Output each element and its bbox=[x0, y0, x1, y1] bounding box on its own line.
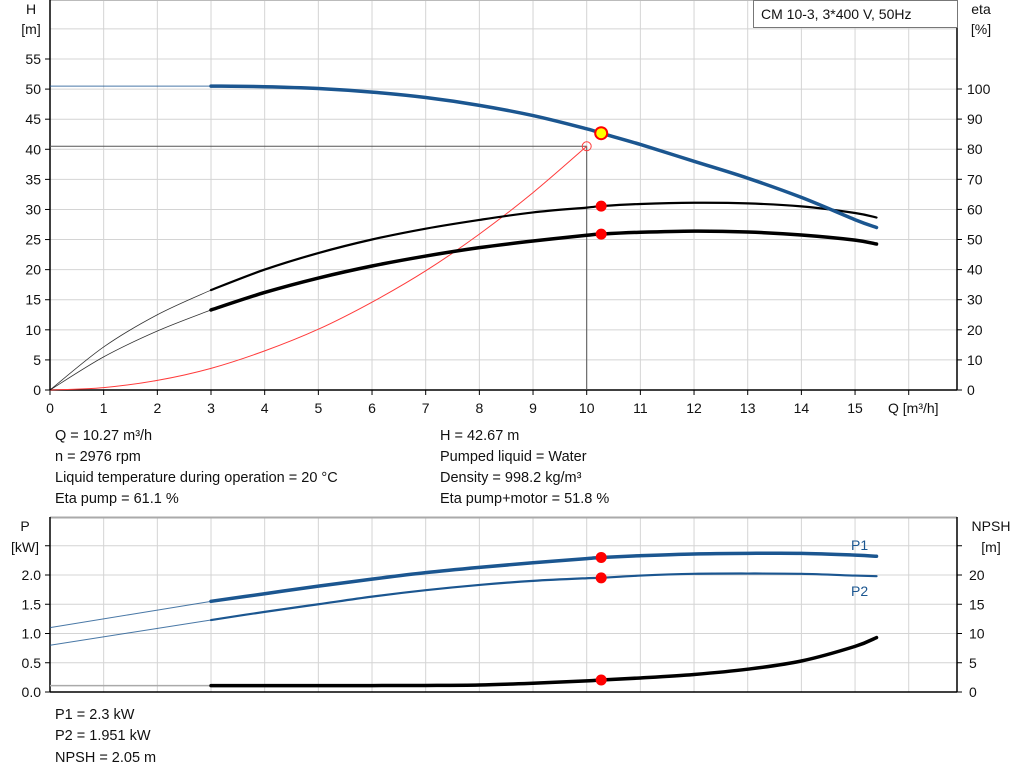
p2-marker bbox=[595, 572, 607, 584]
info-p1: P1 = 2.3 kW bbox=[55, 707, 135, 723]
curves bbox=[49, 84, 879, 688]
q-tick-label: 4 bbox=[261, 400, 269, 416]
top-grid bbox=[50, 0, 957, 390]
npsh-curve bbox=[209, 635, 879, 688]
h-tick-label: 35 bbox=[25, 171, 41, 187]
npsh-tick-label: 20 bbox=[969, 567, 985, 583]
eta-axis-title: eta bbox=[971, 1, 991, 17]
q-axis-title: Q [m³/h] bbox=[888, 400, 939, 416]
legend-text: CM 10-3, 3*400 V, 50Hz bbox=[761, 6, 911, 22]
h-axis-unit: [m] bbox=[21, 21, 40, 37]
q-tick-label: 10 bbox=[579, 400, 595, 416]
h-tick-label: 25 bbox=[25, 232, 41, 248]
duty-point-marker bbox=[594, 126, 609, 141]
p-axis-unit: [kW] bbox=[11, 539, 39, 555]
info-eta-pump: Eta pump = 61.1 % bbox=[55, 491, 179, 507]
legend-box bbox=[753, 0, 958, 28]
efficiency-marker bbox=[595, 200, 607, 212]
p1-marker bbox=[595, 551, 607, 563]
p2-curve-extrapolated bbox=[49, 619, 212, 646]
q-tick-label: 15 bbox=[847, 400, 863, 416]
q-tick-label: 1 bbox=[100, 400, 108, 416]
p-tick-label: 1.0 bbox=[22, 626, 42, 642]
info-q: Q = 10.27 m³/h bbox=[55, 428, 152, 444]
npsh-tick-label: 10 bbox=[969, 626, 985, 642]
h-tick-label: 30 bbox=[25, 201, 41, 217]
h-axis-title: H bbox=[26, 1, 36, 17]
p2-curve-label: P2 bbox=[851, 583, 868, 599]
eta-axis-unit: [%] bbox=[971, 21, 991, 37]
system-point-marker bbox=[581, 141, 592, 152]
info-npsh: NPSH = 2.05 m bbox=[55, 750, 156, 766]
eta-pump-motor-curve bbox=[209, 229, 879, 312]
h-tick-label: 10 bbox=[25, 322, 41, 338]
info-h: H = 42.67 m bbox=[440, 428, 519, 444]
eta-tick-label: 100 bbox=[967, 81, 991, 97]
q-tick-label: 8 bbox=[475, 400, 483, 416]
bottom-grid bbox=[50, 516, 957, 692]
h-tick-label: 40 bbox=[25, 141, 41, 157]
eta-pump-motor-curve-extrapolated bbox=[49, 309, 212, 391]
p-tick-label: 1.5 bbox=[22, 596, 42, 612]
p1-curve bbox=[209, 551, 879, 604]
p2-curve bbox=[209, 572, 878, 622]
p1-curve-label: P1 bbox=[851, 537, 868, 553]
h-tick-label: 0 bbox=[33, 382, 41, 398]
h-tick-label: 55 bbox=[25, 51, 41, 67]
q-tick-label: 6 bbox=[368, 400, 376, 416]
npsh-tick-label: 5 bbox=[969, 655, 977, 671]
eta-tick-label: 60 bbox=[967, 201, 983, 217]
info-p2: P2 = 1.951 kW bbox=[55, 728, 151, 744]
h-tick-label: 45 bbox=[25, 111, 41, 127]
npsh-tick-label: 15 bbox=[969, 596, 985, 612]
efficiency-marker bbox=[595, 228, 607, 240]
p-tick-label: 0.5 bbox=[22, 655, 42, 671]
axes: 0 1 2 3 4 5 6 7 8 9 10 11 12 13 14 15051015202530354045… bbox=[22, 0, 991, 700]
eta-tick-label: 30 bbox=[967, 292, 983, 308]
p-tick-label: 2.0 bbox=[22, 567, 42, 583]
q-tick-label: 0 bbox=[46, 400, 54, 416]
q-tick-label: 14 bbox=[794, 400, 810, 416]
npsh-tick-label: 0 bbox=[969, 684, 977, 700]
p-axis-title: P bbox=[20, 518, 29, 534]
eta-pump-curve bbox=[209, 201, 878, 292]
info-speed: n = 2976 rpm bbox=[55, 449, 141, 465]
info-liquid: Pumped liquid = Water bbox=[440, 449, 587, 465]
head-curve bbox=[209, 84, 879, 230]
info-density: Density = 998.2 kg/m³ bbox=[440, 470, 582, 486]
eta-pump-curve-extrapolated bbox=[49, 289, 212, 391]
eta-tick-label: 40 bbox=[967, 262, 983, 278]
info-temperature: Liquid temperature during operation = 20… bbox=[55, 470, 338, 486]
npsh-marker bbox=[595, 674, 607, 686]
npsh-axis-title: NPSH bbox=[972, 518, 1011, 534]
p-tick-label: 0.0 bbox=[22, 684, 42, 700]
h-tick-label: 15 bbox=[25, 292, 41, 308]
eta-tick-label: 90 bbox=[967, 111, 983, 127]
q-tick-label: 3 bbox=[207, 400, 215, 416]
q-tick-label: 7 bbox=[422, 400, 430, 416]
q-tick-label: 13 bbox=[740, 400, 756, 416]
eta-tick-label: 80 bbox=[967, 141, 983, 157]
h-tick-label: 5 bbox=[33, 352, 41, 368]
eta-tick-label: 70 bbox=[967, 171, 983, 187]
markers bbox=[581, 126, 609, 686]
npsh-axis-unit: [m] bbox=[981, 539, 1000, 555]
h-tick-label: 50 bbox=[25, 81, 41, 97]
q-tick-label: 9 bbox=[529, 400, 537, 416]
h-tick-label: 20 bbox=[25, 262, 41, 278]
eta-tick-label: 10 bbox=[967, 352, 983, 368]
q-tick-label: 2 bbox=[153, 400, 161, 416]
p1-curve-extrapolated bbox=[49, 600, 212, 629]
eta-tick-label: 0 bbox=[967, 382, 975, 398]
eta-tick-label: 50 bbox=[967, 232, 983, 248]
q-tick-label: 12 bbox=[686, 400, 702, 416]
q-tick-label: 5 bbox=[314, 400, 322, 416]
info-eta-pump-motor: Eta pump+motor = 51.8 % bbox=[440, 491, 609, 507]
eta-tick-label: 20 bbox=[967, 322, 983, 338]
q-tick-label: 11 bbox=[633, 400, 648, 416]
